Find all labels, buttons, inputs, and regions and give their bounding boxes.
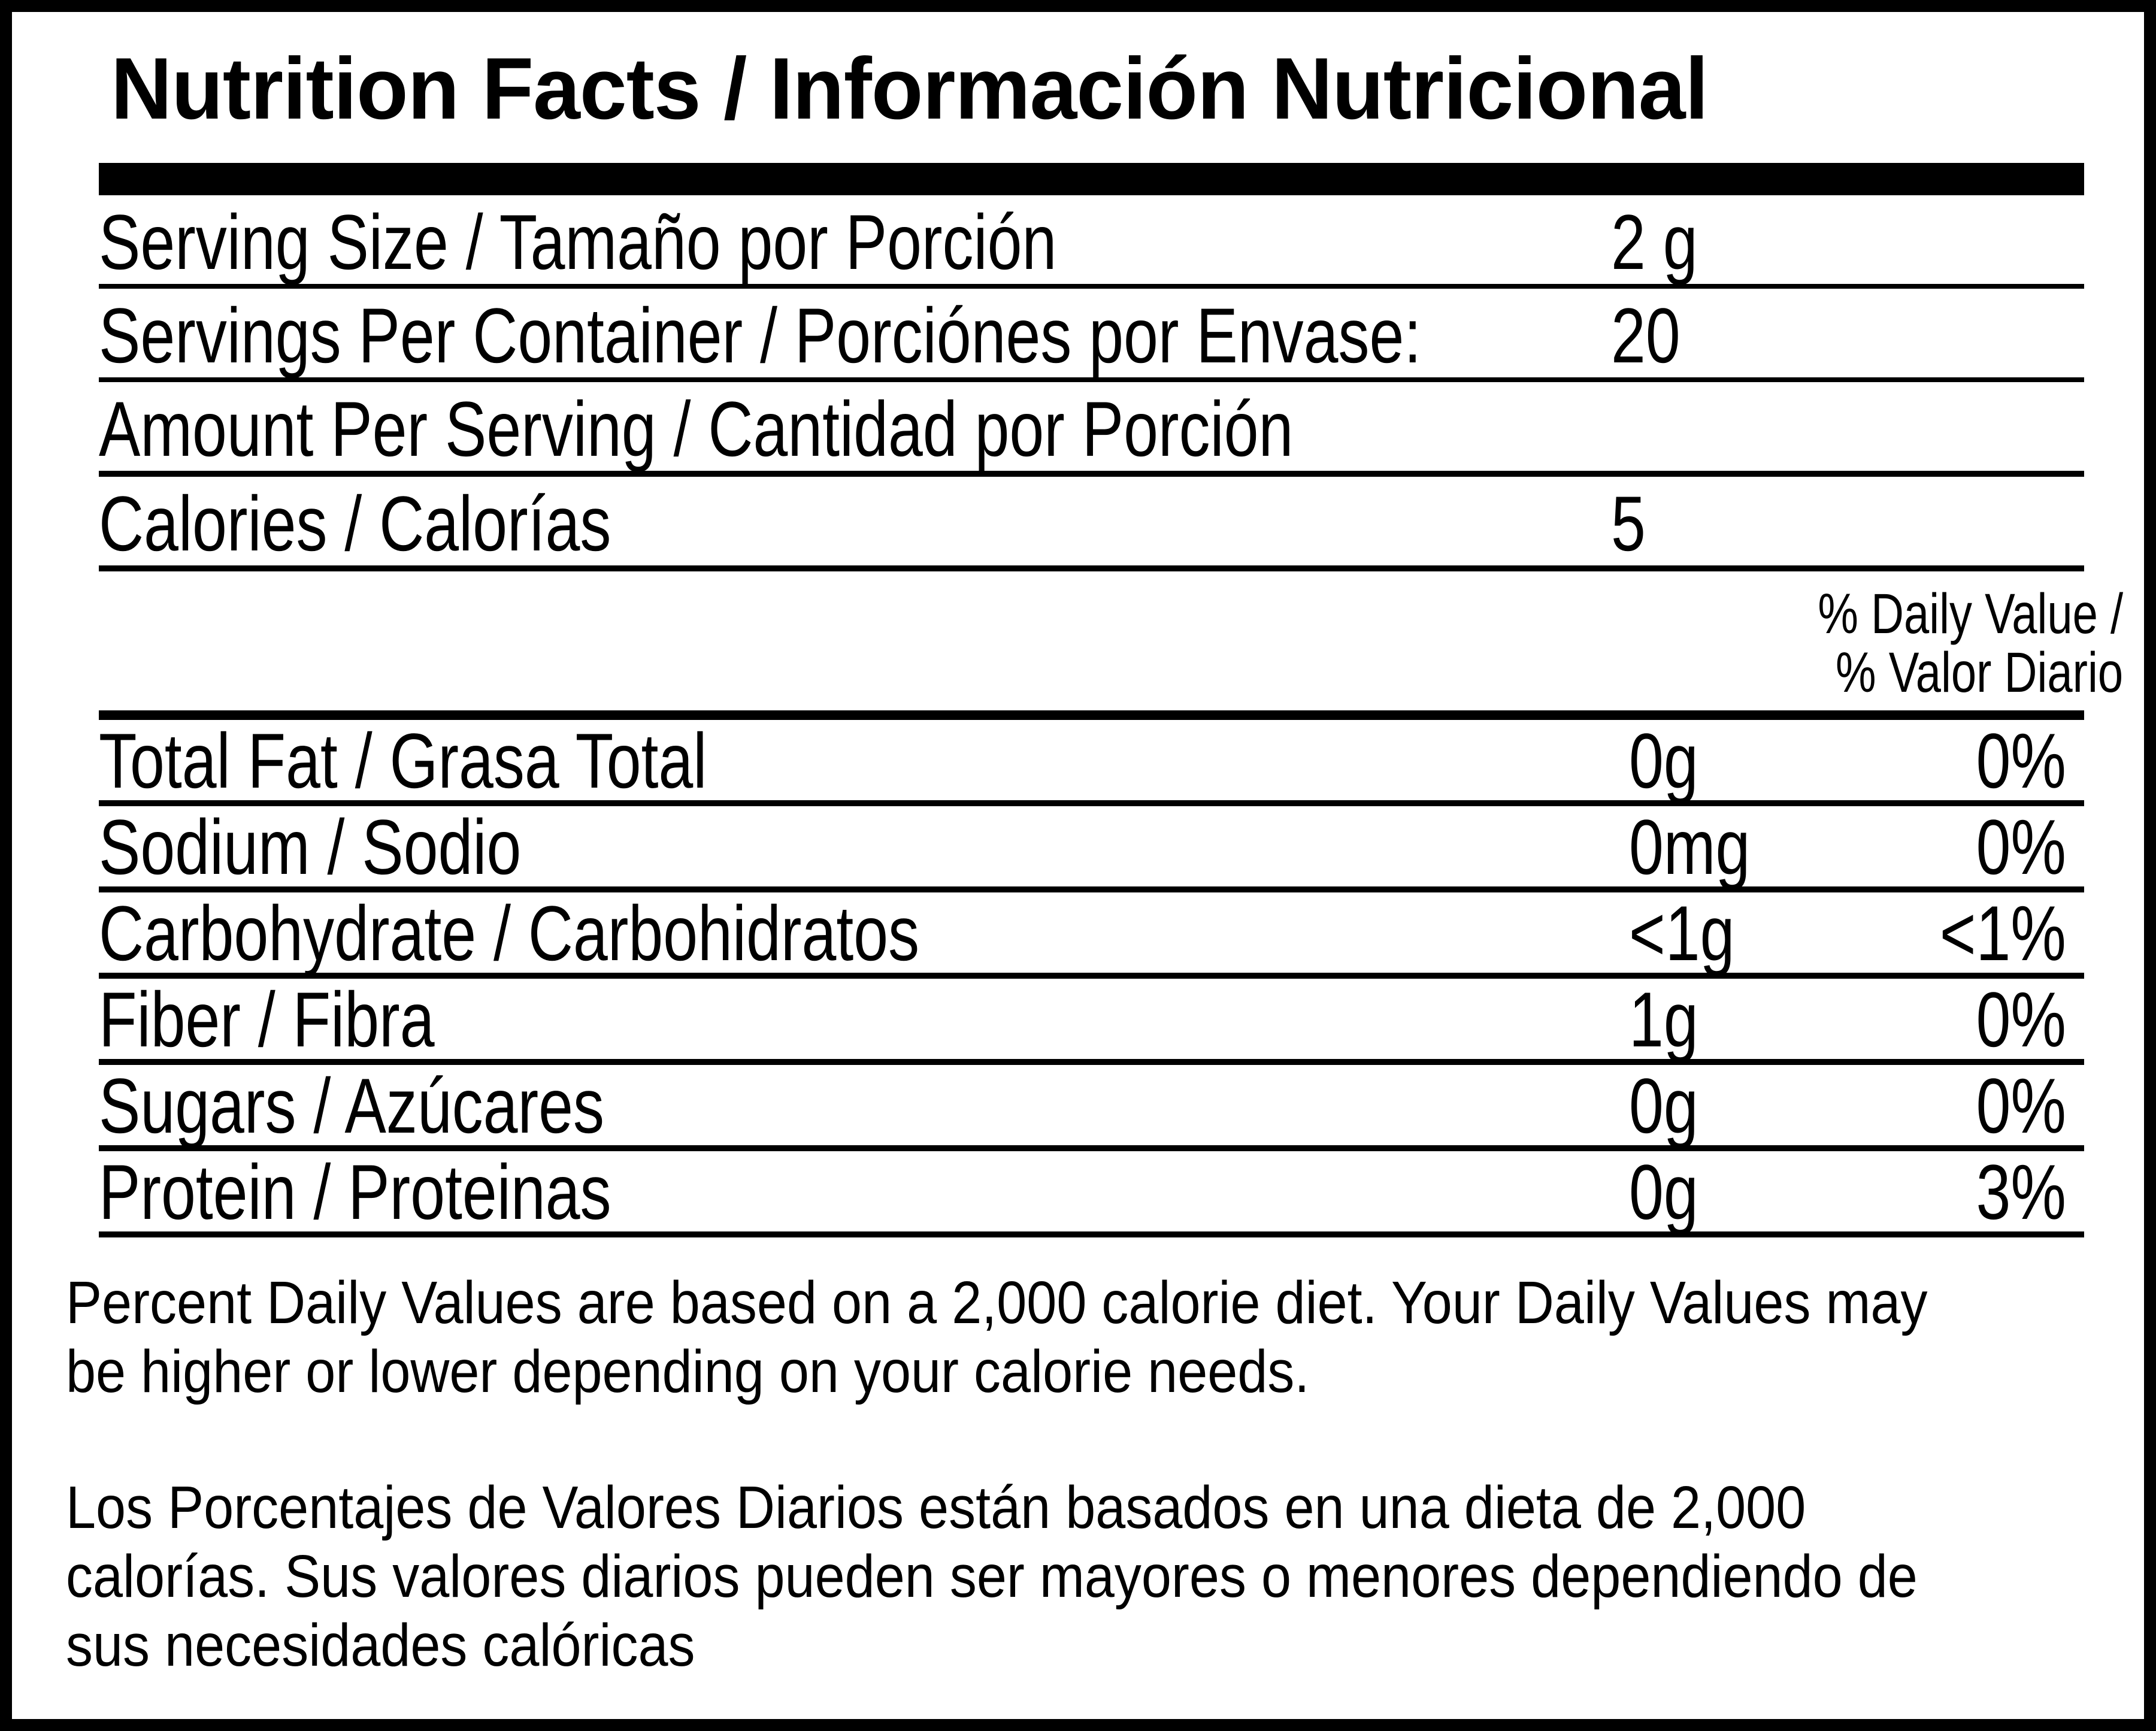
sugars-amount: 0g — [1629, 1062, 1698, 1149]
protein-label: Protein / Proteinas — [99, 1148, 611, 1236]
footnote-english-line1-wrap: Percent Daily Values are based on a 2,00… — [66, 1269, 2084, 1337]
servings-per-container-value-cell: 20 — [1611, 296, 2084, 375]
protein-amount: 0g — [1629, 1148, 1698, 1236]
footnote-english-line1: Percent Daily Values are based on a 2,00… — [66, 1269, 1928, 1336]
daily-value-header-line2: % Valor Diario — [1835, 641, 2123, 704]
carbohydrate-row: Carbohydrate / Carbohidratos <1g <1% — [99, 892, 2084, 979]
footnote-spanish: Los Porcentajes de Valores Diarios están… — [66, 1473, 2084, 1680]
sugars-amount-cell: 0g — [1629, 1066, 1839, 1145]
protein-dv: 3% — [1976, 1148, 2066, 1236]
sodium-dv: 0% — [1976, 803, 2066, 891]
fiber-amount-cell: 1g — [1629, 980, 1839, 1059]
carbohydrate-dv-cell: <1% — [1839, 894, 2084, 973]
title-divider-bar — [99, 163, 2084, 195]
label-title: Nutrition Facts / Información Nutriciona… — [111, 39, 2084, 138]
amount-per-serving-row: Amount Per Serving / Cantidad por Porció… — [99, 382, 2084, 477]
amount-per-serving-label: Amount Per Serving / Cantidad por Porció… — [99, 385, 1294, 473]
servings-per-container-label: Servings Per Container / Porciónes por E… — [99, 292, 1422, 379]
sugars-label: Sugars / Azúcares — [99, 1062, 604, 1149]
footnote-spanish-line1: Los Porcentajes de Valores Diarios están… — [66, 1474, 1806, 1541]
sodium-label: Sodium / Sodio — [99, 803, 522, 891]
carbohydrate-label-cell: Carbohydrate / Carbohidratos — [99, 894, 1629, 973]
carbohydrate-amount-cell: <1g — [1629, 894, 1839, 973]
fiber-dv-cell: 0% — [1839, 980, 2084, 1059]
serving-size-row: Serving Size / Tamaño por Porción 2 g — [99, 195, 2084, 289]
serving-size-label: Serving Size / Tamaño por Porción — [99, 198, 1057, 286]
protein-dv-cell: 3% — [1839, 1152, 2084, 1231]
calories-value-cell: 5 — [1611, 484, 2084, 563]
daily-value-header-line1: % Daily Value / — [1818, 582, 2123, 646]
total-fat-label: Total Fat / Grasa Total — [99, 717, 707, 804]
total-fat-label-cell: Total Fat / Grasa Total — [99, 721, 1629, 800]
sodium-amount: 0mg — [1629, 803, 1751, 891]
total-fat-dv-cell: 0% — [1839, 721, 2084, 800]
total-fat-amount: 0g — [1629, 717, 1698, 804]
servings-per-container-value: 20 — [1611, 292, 1680, 379]
sodium-dv-cell: 0% — [1839, 807, 2084, 886]
carbohydrate-label: Carbohydrate / Carbohidratos — [99, 889, 920, 977]
protein-amount-cell: 0g — [1629, 1152, 1839, 1231]
carbohydrate-dv: <1% — [1939, 889, 2066, 977]
servings-per-container-label-cell: Servings Per Container / Porciónes por E… — [99, 296, 1611, 375]
calories-label-cell: Calories / Calorías — [99, 484, 1611, 563]
fiber-dv: 0% — [1976, 976, 2066, 1063]
total-fat-dv: 0% — [1976, 717, 2066, 804]
sugars-row: Sugars / Azúcares 0g 0% — [99, 1065, 2084, 1151]
servings-per-container-row: Servings Per Container / Porciónes por E… — [99, 289, 2084, 382]
label-content: Nutrition Facts / Información Nutriciona… — [12, 12, 2144, 1680]
serving-size-label-cell: Serving Size / Tamaño por Porción — [99, 202, 1611, 282]
daily-value-divider-bar — [99, 710, 2084, 720]
fiber-amount: 1g — [1629, 976, 1698, 1063]
calories-label: Calories / Calorías — [99, 480, 611, 567]
footnote-english: Percent Daily Values are based on a 2,00… — [66, 1269, 2084, 1406]
serving-size-value-cell: 2 g — [1611, 202, 2084, 282]
footnote-spanish-line1-wrap: Los Porcentajes de Valores Diarios están… — [66, 1473, 2084, 1542]
fiber-row: Fiber / Fibra 1g 0% — [99, 979, 2084, 1065]
footnote-english-line2-wrap: be higher or lower depending on your cal… — [66, 1337, 2084, 1406]
fiber-label-cell: Fiber / Fibra — [99, 980, 1629, 1059]
serving-size-value: 2 g — [1611, 198, 1698, 286]
protein-row: Protein / Proteinas 0g 3% — [99, 1151, 2084, 1237]
calories-row: Calories / Calorías 5 — [99, 477, 2084, 571]
total-fat-row: Total Fat / Grasa Total 0g 0% — [99, 720, 2084, 806]
footnote-spanish-line3-wrap: sus necesidades calóricas — [66, 1611, 2084, 1680]
sodium-row: Sodium / Sodio 0mg 0% — [99, 806, 2084, 892]
footnote-spanish-line2-wrap: calorías. Sus valores diarios pueden ser… — [66, 1542, 2084, 1611]
protein-label-cell: Protein / Proteinas — [99, 1152, 1629, 1231]
fiber-label: Fiber / Fibra — [99, 976, 435, 1063]
amount-per-serving-value-cell — [1611, 389, 2084, 468]
amount-per-serving-label-cell: Amount Per Serving / Cantidad por Porció… — [99, 389, 1611, 468]
sugars-dv: 0% — [1976, 1062, 2066, 1149]
nutrients-table: Total Fat / Grasa Total 0g 0% Sodium / S… — [99, 720, 2084, 1237]
sugars-dv-cell: 0% — [1839, 1066, 2084, 1145]
daily-value-header-line1-wrap: % Daily Value / — [99, 585, 2123, 643]
sodium-amount-cell: 0mg — [1629, 807, 1839, 886]
serving-info-section: Serving Size / Tamaño por Porción 2 g Se… — [99, 195, 2084, 571]
calories-value: 5 — [1611, 480, 1646, 567]
sugars-label-cell: Sugars / Azúcares — [99, 1066, 1629, 1145]
footnote-english-line2: be higher or lower depending on your cal… — [66, 1338, 1310, 1405]
label-title-text: Nutrition Facts / Información Nutriciona… — [111, 40, 1709, 137]
footnote-spanish-line3: sus necesidades calóricas — [66, 1612, 695, 1679]
total-fat-amount-cell: 0g — [1629, 721, 1839, 800]
footnote-spanish-line2: calorías. Sus valores diarios pueden ser… — [66, 1543, 1918, 1610]
daily-value-header-line2-wrap: % Valor Diario — [99, 643, 2123, 702]
sodium-label-cell: Sodium / Sodio — [99, 807, 1629, 886]
carbohydrate-amount: <1g — [1629, 889, 1735, 977]
daily-value-header: % Daily Value / % Valor Diario — [99, 585, 2123, 702]
